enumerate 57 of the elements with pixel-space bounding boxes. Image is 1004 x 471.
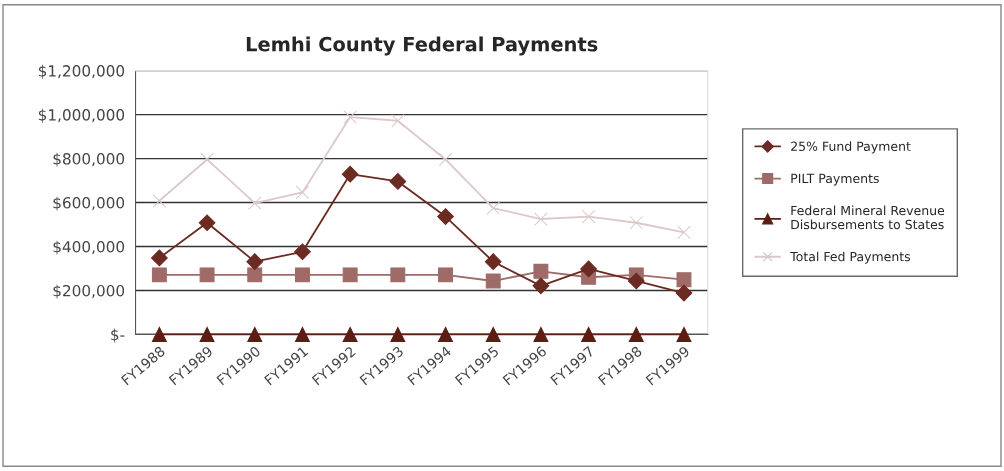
point [294,243,311,261]
point [199,326,215,342]
point [246,253,264,271]
point [389,173,407,190]
point [484,253,502,271]
point [677,225,691,240]
legend-label: Federal Mineral Revenue Disbursements to States [791,205,945,230]
point [486,201,500,215]
point [628,326,644,342]
point [485,273,501,289]
point [151,326,167,342]
point [390,267,406,283]
point [390,326,406,342]
legend-label: PILT Payments [791,173,879,186]
point [676,272,692,288]
point [294,326,310,342]
point [532,277,550,295]
point [437,208,454,225]
point [151,249,168,267]
point [248,196,262,210]
point [152,194,167,208]
point [581,209,596,224]
point [247,267,263,283]
point [342,326,358,342]
point [198,214,216,232]
y-tick-label: $1,000,000 [38,108,125,123]
y-tick-label: $- [111,328,125,343]
point [629,215,644,230]
point [343,110,357,124]
legend-label: 25% Fund Payment [791,141,911,154]
point [341,165,359,183]
point [342,267,358,283]
point [294,267,310,283]
point [675,284,693,302]
chart-title: Lemhi County Federal Payments [246,36,598,56]
y-tick-label: $600,000 [53,196,125,211]
y-tick-label: $400,000 [53,240,125,255]
point [151,267,167,283]
point [581,326,597,342]
point [438,152,453,167]
point [533,263,549,279]
point [627,272,645,290]
point [438,326,453,342]
point [438,267,453,283]
y-tick-label: $1,200,000 [38,64,125,79]
point [391,113,405,128]
point [295,185,310,200]
point [247,326,263,342]
y-tick-label: $200,000 [53,284,125,299]
point [533,326,549,342]
point [534,212,548,226]
point [485,326,501,342]
point [199,267,215,283]
y-tick-label: $800,000 [53,152,125,167]
point [676,326,692,342]
point [580,260,597,278]
legend-label: Total Fed Payments [790,251,911,264]
